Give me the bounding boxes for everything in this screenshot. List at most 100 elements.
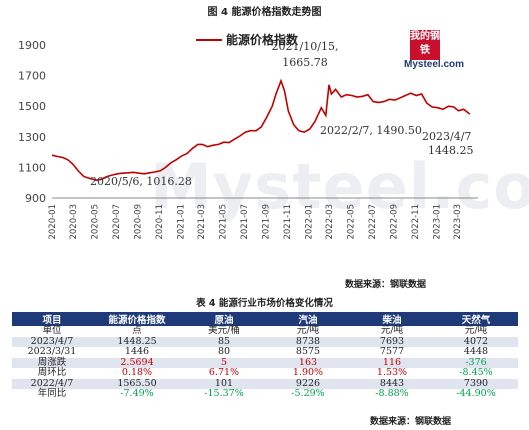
table-cell: 80: [217, 346, 231, 357]
table-cell: 7577: [379, 346, 405, 357]
x-tick-label: 2020-01: [48, 204, 58, 240]
logo-box: 我的钢铁: [410, 30, 440, 60]
table-cell: 点: [132, 325, 142, 336]
table-row: 周环比 0.18% 6.71% 1.90% 1.53% -8.45%: [12, 367, 518, 379]
annotation-label: 1665.78: [282, 56, 328, 69]
x-tick-label: 2022-05: [346, 204, 356, 240]
x-tick-label: 2020-05: [90, 204, 100, 240]
table-cell: 2023/4/7: [12, 336, 92, 347]
price-table: 项目 能源价格指数 原油 汽油 柴油 天然气 单位 点 美元/桶 元/吨 元/吨…: [12, 312, 518, 400]
table-cell: -7.49%: [120, 388, 154, 399]
table-header-row: 项目 能源价格指数 原油 汽油 柴油 天然气: [12, 312, 518, 326]
x-tick-label: 2022-09: [390, 204, 400, 240]
table-cell: 周涨跌: [12, 357, 92, 368]
table-cell: 元/吨: [296, 325, 320, 336]
chart: 900 1100 1300 1500 1700 1900 2020-01 2020-03 202…: [18, 32, 478, 240]
x-tick-label: 2020-09: [134, 204, 144, 240]
x-tick-label: 2021-07: [240, 204, 250, 240]
table-cell: 6.71%: [208, 367, 240, 378]
figure-title: 图 4 能源价格指数走势图: [207, 7, 322, 18]
table-cell: 9226: [266, 378, 350, 389]
table-units-row: 单位 点 美元/桶 元/吨 元/吨 元/吨: [12, 325, 518, 337]
table-cell: 2023/3/31: [27, 346, 77, 357]
table-cell: -15.37%: [204, 388, 244, 399]
annotation-label: 2023/4/7: [422, 130, 471, 143]
table-cell: 7693: [350, 336, 434, 347]
table-row: 2023/4/7 1448.25 85 8738 7693 4072: [12, 336, 518, 347]
chart-source: 数据来源：钢联数据: [345, 280, 427, 290]
table-cell: 0.18%: [121, 367, 153, 378]
x-tick-label: 2021-01: [176, 204, 186, 240]
table-cell: 年同比: [37, 388, 67, 399]
y-tick-label: 900: [25, 192, 46, 205]
table-cell: -44.90%: [456, 388, 496, 399]
table-cell: 116: [350, 357, 434, 368]
table-title: 表 4 能源行业市场价格变化情况: [196, 298, 333, 309]
table-source: 数据来源：钢联数据: [370, 417, 452, 427]
table-cell: 8738: [266, 336, 350, 347]
y-tick-label: 1900: [18, 39, 46, 52]
table-header: 项目: [12, 312, 92, 326]
mysteel-logo: 我的钢铁 Mysteel.com: [404, 30, 474, 72]
logo-brand: Mysteel.com: [404, 59, 465, 70]
legend-label: 能源价格指数: [226, 32, 299, 47]
annotation-label: 2021/10/15,: [272, 40, 339, 53]
table-cell: 163: [266, 357, 350, 368]
table-cell: 1446: [124, 346, 150, 357]
y-tick-label: 1700: [18, 70, 46, 83]
table-row: 2022/4/7 1565.50 101 9226 8443 7390: [12, 378, 518, 389]
table-cell: -8.88%: [375, 388, 409, 399]
x-tick-label: 2023-03: [453, 204, 463, 240]
table-cell: 1448.25: [92, 336, 182, 347]
annotation-label: 2022/2/7, 1490.50: [320, 124, 422, 137]
table-header: 原油: [182, 312, 266, 326]
table-cell: 85: [182, 336, 266, 347]
table-cell: 7390: [434, 378, 518, 389]
table-cell: 8575: [295, 346, 321, 357]
x-tick-label: 2022-07: [368, 204, 378, 240]
x-tick-label: 2020-11: [155, 204, 165, 240]
y-tick-label: 1300: [18, 131, 46, 144]
table-cell: 2022/4/7: [12, 378, 92, 389]
table-cell: 元/吨: [464, 325, 488, 336]
x-tick-label: 2023-01: [432, 204, 442, 240]
table-cell: 4448: [463, 346, 489, 357]
table-cell: 5: [182, 357, 266, 368]
table-header: 汽油: [266, 312, 350, 326]
table-cell: 4072: [434, 336, 518, 347]
y-tick-label: 1500: [18, 100, 46, 113]
table-cell: -8.45%: [459, 367, 493, 378]
table-cell: 美元/桶: [208, 325, 240, 336]
x-tick-label: 2021-05: [218, 204, 228, 240]
table-header: 能源价格指数: [92, 312, 182, 326]
table-row: 周涨跌 2.5694 5 163 116 -376: [12, 357, 518, 368]
table-header: 柴油: [350, 312, 434, 326]
y-tick-label: 1100: [18, 161, 46, 174]
x-tick-label: 2021-11: [283, 204, 293, 240]
x-tick-label: 2020-03: [69, 204, 79, 240]
annotation-label: 1448.25: [428, 144, 474, 157]
annotation-label: 2020/5/6, 1016.28: [90, 175, 192, 188]
table-cell: 周环比: [37, 367, 67, 378]
x-tick-label: 2022-03: [325, 204, 335, 240]
x-tick-label: 2021-09: [262, 204, 272, 240]
watermark-text: Mysteel.com: [150, 150, 529, 223]
x-tick-label: 2020-07: [112, 204, 122, 240]
table-cell: 1.53%: [376, 367, 408, 378]
series-line: [51, 78, 471, 182]
x-tick-label: 2022-11: [411, 204, 421, 240]
table-cell: 101: [182, 378, 266, 389]
table-cell: 2.5694: [92, 357, 182, 368]
x-tick-label: 2021-03: [197, 204, 207, 240]
table-cell: -376: [434, 357, 518, 368]
table-cell: 元/吨: [380, 325, 404, 336]
table-cell: -5.29%: [291, 388, 325, 399]
table-row: 2023/3/31 1446 80 8575 7577 4448: [12, 346, 518, 358]
table-cell: 1.90%: [292, 367, 324, 378]
table-cell: 8443: [350, 378, 434, 389]
table-row: 年同比 -7.49% -15.37% -5.29% -8.88% -44.90%: [12, 388, 518, 400]
x-tick-label: 2022-01: [304, 204, 314, 240]
table-header: 天然气: [434, 312, 518, 326]
table-cell: 单位: [42, 325, 62, 336]
table-cell: 1565.50: [92, 378, 182, 389]
